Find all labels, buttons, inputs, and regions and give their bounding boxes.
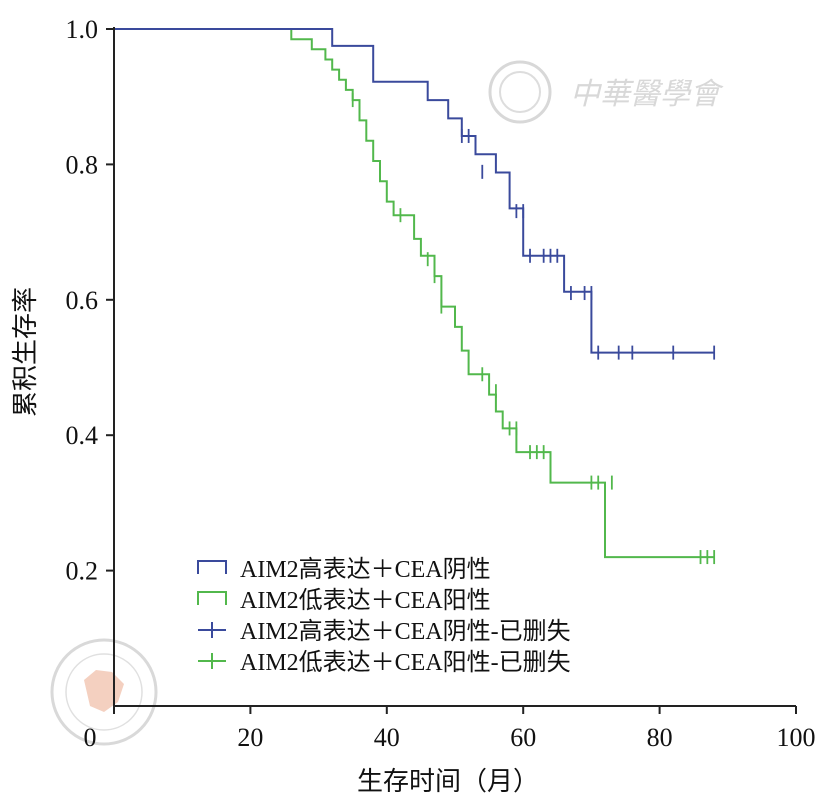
x-axis-title: 生存时间（月）: [357, 767, 539, 797]
axes: 0 20 40 60 80 100 0.2 0.4 0.6 0.8 1.0: [66, 15, 816, 752]
legend-label: AIM2高表达＋CEA阴性-已删失: [240, 618, 571, 645]
watermark-text: 中華醫學會: [570, 77, 724, 112]
series-line-aim2-high-cea-neg: [114, 28, 715, 354]
watermark-logo-top: 中華醫學會: [488, 60, 724, 124]
y-tick-label: 0.6: [66, 286, 99, 315]
x-tick-label: 100: [777, 723, 816, 752]
plot-area: [114, 28, 716, 565]
x-tick-label: 0: [84, 723, 97, 752]
y-axis-title: 累积生存率: [11, 287, 41, 417]
legend-swatch-line: [197, 591, 227, 605]
legend-label: AIM2低表达＋CEA阳性-已删失: [240, 649, 571, 676]
x-tick-label: 80: [647, 723, 673, 752]
x-tick-label: 60: [510, 723, 536, 752]
y-tick-label: 0.8: [66, 150, 99, 179]
legend: AIM2高表达＋CEA阴性 AIM2低表达＋CEA阳性 AIM2高表达＋CEA阴性-…: [197, 556, 571, 676]
legend-label: AIM2高表达＋CEA阴性: [240, 556, 491, 583]
legend-swatch-line: [197, 560, 227, 574]
watermark-seal: [50, 638, 158, 746]
series-line-aim2-low-cea-pos: [114, 28, 715, 559]
y-tick-label: 1.0: [66, 15, 99, 44]
y-tick-label: 0.4: [66, 421, 99, 450]
x-tick-label: 20: [237, 723, 263, 752]
legend-label: AIM2低表达＋CEA阳性: [240, 587, 491, 614]
x-tick-label: 40: [374, 723, 400, 752]
y-tick-label: 0.2: [66, 557, 99, 586]
